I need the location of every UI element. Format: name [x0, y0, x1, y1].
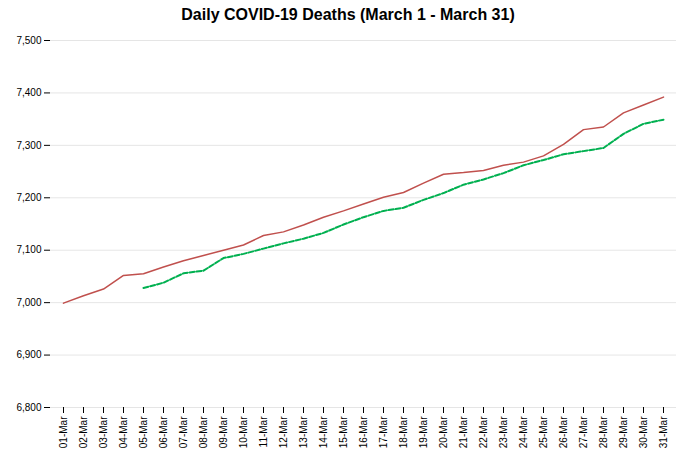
svg-text:27-Mar: 27-Mar — [578, 416, 589, 448]
svg-text:26-Mar: 26-Mar — [558, 416, 569, 448]
svg-text:08-Mar: 08-Mar — [198, 416, 209, 448]
svg-text:13-Mar: 13-Mar — [298, 416, 309, 448]
svg-text:7,300: 7,300 — [16, 140, 41, 151]
svg-text:25-Mar: 25-Mar — [538, 416, 549, 448]
svg-text:18-Mar: 18-Mar — [398, 416, 409, 448]
svg-text:6,900: 6,900 — [16, 349, 41, 360]
svg-text:03-Mar: 03-Mar — [98, 416, 109, 448]
svg-text:19-Mar: 19-Mar — [418, 416, 429, 448]
svg-text:20-Mar: 20-Mar — [438, 416, 449, 448]
svg-text:15-Mar: 15-Mar — [338, 416, 349, 448]
svg-text:11-Mar: 11-Mar — [258, 416, 269, 448]
svg-text:01-Mar: 01-Mar — [58, 416, 69, 448]
svg-text:17-Mar: 17-Mar — [378, 416, 389, 448]
svg-text:7,200: 7,200 — [16, 192, 41, 203]
svg-text:07-Mar: 07-Mar — [178, 416, 189, 448]
svg-text:7,000: 7,000 — [16, 297, 41, 308]
svg-text:7,400: 7,400 — [16, 87, 41, 98]
svg-text:6,800: 6,800 — [16, 402, 41, 413]
svg-text:7,100: 7,100 — [16, 244, 41, 255]
svg-text:7,500: 7,500 — [16, 35, 41, 46]
svg-text:02-Mar: 02-Mar — [78, 416, 89, 448]
svg-text:12-Mar: 12-Mar — [278, 416, 289, 448]
svg-text:06-Mar: 06-Mar — [158, 416, 169, 448]
svg-text:30-Mar: 30-Mar — [638, 416, 649, 448]
svg-text:14-Mar: 14-Mar — [318, 416, 329, 448]
svg-text:21-Mar: 21-Mar — [458, 416, 469, 448]
svg-text:22-Mar: 22-Mar — [478, 416, 489, 448]
svg-text:23-Mar: 23-Mar — [498, 416, 509, 448]
svg-text:31-Mar: 31-Mar — [658, 416, 669, 448]
svg-text:24-Mar: 24-Mar — [518, 416, 529, 448]
svg-text:10-Mar: 10-Mar — [238, 416, 249, 448]
html-text:Daily COVID-19 Deaths (March 1: Daily COVID-19 Deaths (March 1 - March 3… — [181, 6, 515, 23]
svg-text:28-Mar: 28-Mar — [598, 416, 609, 448]
svg-text:29-Mar: 29-Mar — [618, 416, 629, 448]
svg-text:16-Mar: 16-Mar — [358, 416, 369, 448]
svg-text:04-Mar: 04-Mar — [118, 416, 129, 448]
svg-text:09-Mar: 09-Mar — [218, 416, 229, 448]
svg-text:05-Mar: 05-Mar — [138, 416, 149, 448]
